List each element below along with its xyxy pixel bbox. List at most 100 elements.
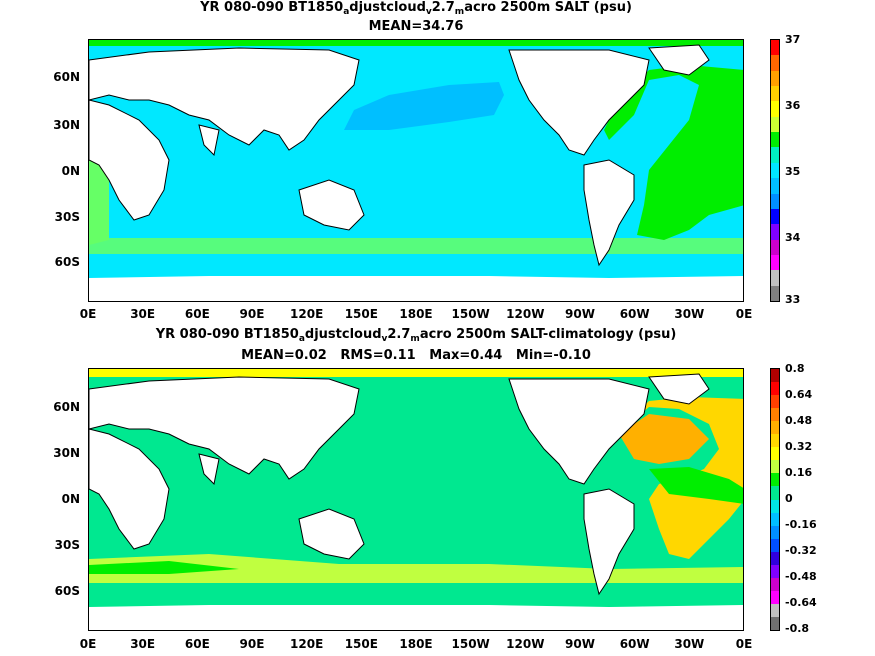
map2-xtick: 0E: [735, 637, 753, 651]
map1-colorbar: [770, 39, 780, 302]
map2-xtick: 30E: [130, 637, 156, 651]
map1-atlantic: [604, 65, 743, 240]
map2-colorbar-swatch: [771, 421, 779, 435]
map2-cb-label-4: 0.16: [785, 466, 813, 479]
map1-colorbar-swatch: [771, 254, 779, 271]
map2-atlantic-orange: [619, 414, 709, 464]
map1-ytick-30n: 30N: [53, 118, 80, 132]
map2-cb-label-7: -0.32: [785, 544, 817, 557]
map2-colorbar-swatch: [771, 408, 779, 422]
map1-colorbar-swatch: [771, 132, 779, 148]
map2-colorbar-swatch: [771, 369, 779, 383]
map2-colorbar-swatch: [771, 577, 779, 592]
map2-cb-label-6: -0.16: [785, 518, 817, 531]
map1-colorbar-swatch: [771, 239, 779, 256]
map2-colorbar-swatch: [771, 590, 779, 605]
map1-colorbar-swatch: [771, 193, 779, 210]
map2-colorbar-swatch: [771, 564, 779, 579]
map1-xtick: 150E: [344, 307, 378, 321]
map1-colorbar-swatch: [771, 178, 779, 195]
map2-xtick: 150W: [451, 637, 490, 651]
map2-colorbar-swatch: [771, 434, 779, 448]
map1-colorbar-swatch: [771, 270, 779, 287]
map2-stats: MEAN=0.02 RMS=0.11 Max=0.44 Min=-0.10: [241, 348, 591, 363]
map1-colorbar-swatch: [771, 285, 779, 302]
map1-xtick: 90E: [239, 307, 265, 321]
map2-xtick: 30W: [674, 637, 705, 651]
map2-xtick: 120W: [506, 637, 545, 651]
map1-xtick: 0E: [735, 307, 753, 321]
map2-cb-label-1: 0.64: [785, 388, 813, 401]
map1-npac-region: [344, 82, 504, 130]
map2-atlantic-yellow: [609, 397, 743, 559]
map1-colorbar-swatch: [771, 101, 779, 118]
map1-colorbar-swatch: [771, 162, 779, 179]
map1-colorbar-swatch: [771, 147, 779, 164]
map1-xtick: 60E: [184, 307, 210, 321]
map2-colorbar-swatch: [771, 395, 779, 409]
map1-ytick-60s: 60S: [54, 255, 80, 269]
map2-cb-label-8: -0.48: [785, 570, 817, 583]
map1-xtick: 120W: [506, 307, 545, 321]
map2-colorbar-swatch: [771, 603, 779, 618]
map1-colorbar-swatch: [771, 55, 779, 72]
map1-ytick-30s: 30S: [54, 210, 80, 224]
map1-colorbar-swatch: [771, 40, 779, 56]
map1-xtick: 60W: [619, 307, 650, 321]
map1-colorbar-swatch: [771, 224, 779, 241]
map1-cb-label-33: 33: [785, 293, 801, 306]
map2-field: [89, 369, 743, 630]
map2-ytick-30s: 30S: [54, 538, 80, 552]
map2-colorbar-swatch: [771, 551, 779, 566]
map2-colorbar-swatch: [771, 616, 779, 631]
map2-xtick: 90E: [239, 637, 265, 651]
map2-colorbar: [770, 368, 780, 631]
map2-xtick: 180E: [399, 637, 433, 651]
map1-xtick: 30W: [674, 307, 705, 321]
map2-cb-label-0: 0.8: [785, 362, 805, 375]
map2-xtick: 0E: [79, 637, 97, 651]
map2-ytick-0n: 0N: [61, 492, 80, 506]
map2-title: YR 080-090 BT1850adjustcloudv2.7macro 25…: [155, 327, 677, 344]
map2-colorbar-swatch: [771, 499, 779, 514]
map2-ytick-60n: 60N: [53, 400, 80, 414]
map1-stats: MEAN=34.76: [368, 19, 464, 34]
map1-ytick-60n: 60N: [53, 70, 80, 84]
map2-cb-label-5: 0: [785, 492, 793, 505]
map1-cb-label-35: 35: [785, 165, 801, 178]
map1-xtick: 30E: [130, 307, 156, 321]
map1-cb-label-34: 34: [785, 231, 801, 244]
map1-xtick: 90W: [565, 307, 595, 321]
map2-colorbar-swatch: [771, 473, 779, 487]
map2-ytick-30n: 30N: [53, 446, 80, 460]
map2-xtick: 60E: [184, 637, 210, 651]
map1-plot: [88, 39, 744, 302]
map2-cb-label-10: -0.8: [785, 622, 810, 635]
map1-colorbar-swatch: [771, 86, 779, 102]
map1-colorbar-swatch: [771, 116, 779, 133]
map1-xtick: 0E: [79, 307, 97, 321]
map2-xtick: 150E: [344, 637, 378, 651]
map1-land: [89, 44, 710, 267]
map1-field: [89, 40, 743, 301]
map1-xtick: 180E: [399, 307, 433, 321]
map2-land: [89, 373, 710, 596]
map1-colorbar-swatch: [771, 70, 779, 87]
map1-xtick: 150W: [451, 307, 490, 321]
map1-cb-label-36: 36: [785, 99, 801, 112]
map2-cb-label-3: 0.32: [785, 440, 813, 453]
map2-xtick: 60W: [619, 637, 650, 651]
map1-title: YR 080-090 BT1850adjustcloudv2.7macro 25…: [200, 0, 632, 17]
map1-xtick: 120E: [290, 307, 324, 321]
map2-cb-label-2: 0.48: [785, 414, 813, 427]
map2-xtick: 120E: [290, 637, 324, 651]
map2-colorbar-swatch: [771, 447, 779, 461]
map2-colorbar-swatch: [771, 538, 779, 553]
map2-colorbar-swatch: [771, 460, 779, 474]
map1-colorbar-swatch: [771, 208, 779, 225]
map2-colorbar-swatch: [771, 486, 779, 500]
map1-ytick-0n: 0N: [61, 164, 80, 178]
map2-cb-label-9: -0.64: [785, 596, 817, 609]
map2-ytick-60s: 60S: [54, 584, 80, 598]
map2-colorbar-swatch: [771, 382, 779, 396]
